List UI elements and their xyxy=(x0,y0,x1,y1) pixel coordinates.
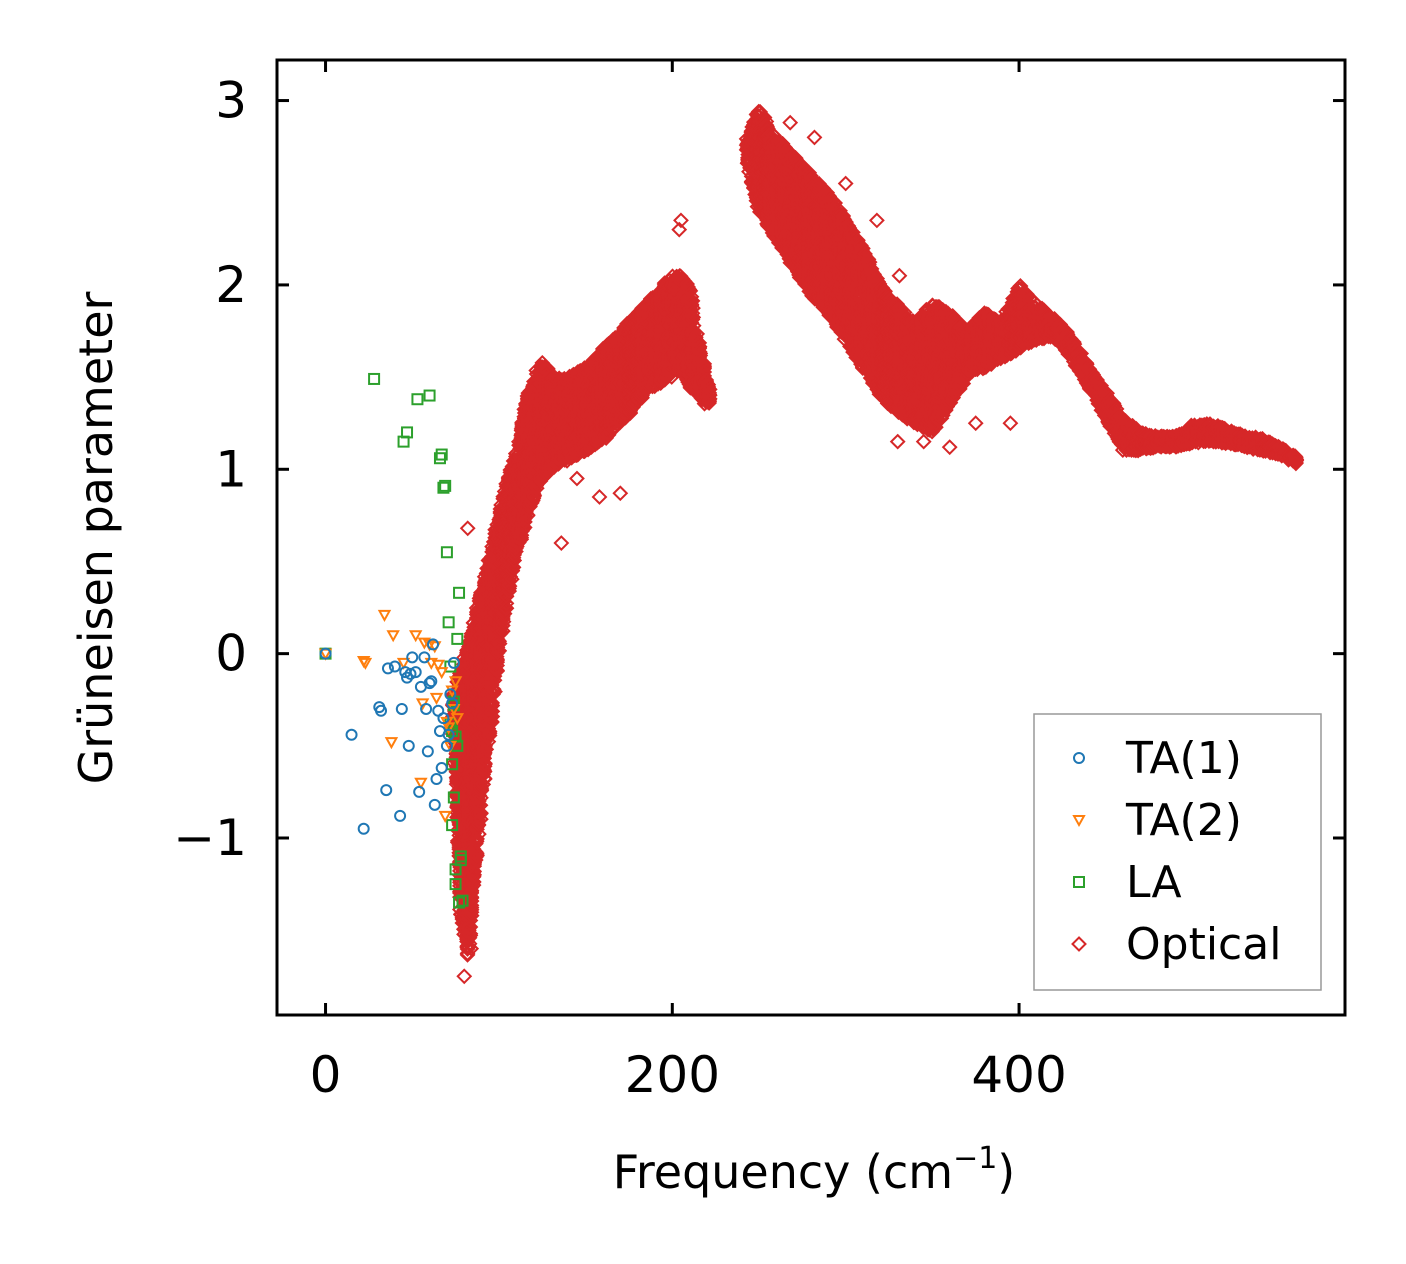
optical-point xyxy=(495,613,512,630)
optical-point xyxy=(503,571,520,588)
optical-point xyxy=(473,781,490,797)
optical-point xyxy=(481,725,498,742)
optical-point xyxy=(470,826,487,843)
optical-point xyxy=(459,946,476,963)
optical-point xyxy=(491,635,508,652)
optical-point xyxy=(484,697,500,714)
optical-point xyxy=(476,756,493,773)
optical-point xyxy=(489,651,506,668)
optical-point xyxy=(469,847,485,864)
optical-point xyxy=(466,863,483,880)
optical-point xyxy=(487,683,503,700)
optical-point xyxy=(481,723,498,740)
optical-point xyxy=(498,595,515,612)
optical-point xyxy=(476,763,493,780)
optical-point xyxy=(500,577,517,593)
optical-point xyxy=(473,789,489,806)
optical-point xyxy=(463,907,480,924)
optical-point xyxy=(486,672,503,689)
optical-point xyxy=(484,708,501,725)
optical-point xyxy=(491,633,508,650)
optical-point xyxy=(470,816,487,833)
optical-point xyxy=(494,623,511,640)
optical-point xyxy=(472,805,489,822)
optical-point xyxy=(505,559,522,576)
optical-point xyxy=(461,918,478,935)
optical-point xyxy=(472,797,489,814)
optical-point xyxy=(519,507,536,524)
optical-point xyxy=(461,935,478,952)
optical-point xyxy=(498,600,515,617)
optical-point xyxy=(489,662,506,679)
optical-point xyxy=(468,845,485,862)
optical-point xyxy=(461,920,478,937)
optical-point xyxy=(513,529,530,546)
optical-point xyxy=(491,642,508,659)
optical-point xyxy=(476,771,493,788)
data-layer xyxy=(318,103,1305,985)
optical-point xyxy=(484,694,500,711)
optical-point xyxy=(472,811,489,828)
optical-point xyxy=(481,727,498,744)
series-optical xyxy=(444,103,1305,985)
